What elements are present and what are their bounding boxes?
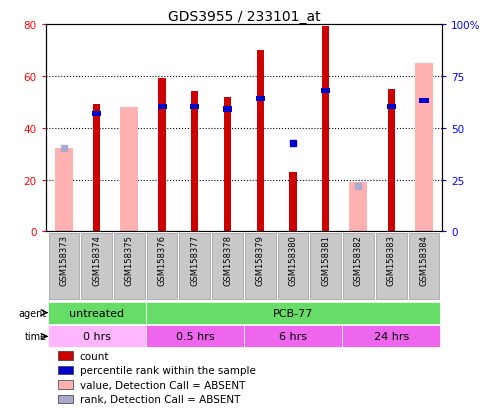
Text: GSM158377: GSM158377 [190,235,199,285]
Bar [55,149,73,232]
FancyBboxPatch shape [409,233,440,299]
FancyBboxPatch shape [278,233,309,299]
FancyBboxPatch shape [147,233,177,299]
Bar [190,105,199,110]
Text: 24 hrs: 24 hrs [373,332,409,342]
Text: percentile rank within the sample: percentile rank within the sample [80,365,256,375]
Text: GSM158378: GSM158378 [223,235,232,285]
Text: agent: agent [18,308,46,318]
FancyBboxPatch shape [244,326,342,347]
Bar [322,27,329,232]
Bar [191,92,199,232]
FancyBboxPatch shape [146,326,244,347]
Bar [386,105,396,110]
FancyBboxPatch shape [212,233,243,299]
Bar [321,88,330,94]
Bar [158,79,166,232]
Bar [224,97,231,232]
Bar [58,366,73,375]
Text: PCB-77: PCB-77 [273,308,313,318]
Text: GSM158376: GSM158376 [157,235,167,285]
Text: 6 hrs: 6 hrs [279,332,307,342]
FancyBboxPatch shape [48,233,79,299]
Bar [419,99,428,104]
Bar [120,108,138,232]
Text: GSM158384: GSM158384 [419,235,428,285]
FancyBboxPatch shape [179,233,210,299]
Text: untreated: untreated [69,308,124,318]
FancyBboxPatch shape [245,233,276,299]
FancyBboxPatch shape [81,233,112,299]
FancyBboxPatch shape [343,233,374,299]
Bar [58,351,73,360]
Bar [92,111,101,116]
FancyBboxPatch shape [342,326,440,347]
FancyBboxPatch shape [47,326,146,347]
Bar [223,107,232,112]
FancyBboxPatch shape [47,302,146,324]
Bar [256,51,264,232]
Text: rank, Detection Call = ABSENT: rank, Detection Call = ABSENT [80,394,240,404]
Title: GDS3955 / 233101_at: GDS3955 / 233101_at [168,10,320,24]
FancyBboxPatch shape [311,233,341,299]
Bar [350,183,368,232]
Text: GSM158381: GSM158381 [321,235,330,285]
Bar [256,97,265,102]
Text: GSM158383: GSM158383 [387,235,396,285]
Text: GSM158382: GSM158382 [354,235,363,285]
Text: count: count [80,351,109,361]
Text: 0 hrs: 0 hrs [83,332,111,342]
Text: GSM158375: GSM158375 [125,235,134,285]
Bar [415,64,433,232]
FancyBboxPatch shape [114,233,145,299]
Bar [157,105,167,110]
Bar [58,395,73,404]
Text: GSM158380: GSM158380 [288,235,298,285]
Bar [388,90,395,232]
Bar [58,380,73,389]
Bar [289,172,297,232]
Text: 0.5 hrs: 0.5 hrs [175,332,214,342]
Text: GSM158379: GSM158379 [256,235,265,285]
FancyBboxPatch shape [376,233,407,299]
Text: GSM158374: GSM158374 [92,235,101,285]
Bar [93,105,100,232]
Text: GSM158373: GSM158373 [59,235,69,285]
Text: time: time [25,332,46,342]
FancyBboxPatch shape [146,302,440,324]
Text: value, Detection Call = ABSENT: value, Detection Call = ABSENT [80,380,245,390]
